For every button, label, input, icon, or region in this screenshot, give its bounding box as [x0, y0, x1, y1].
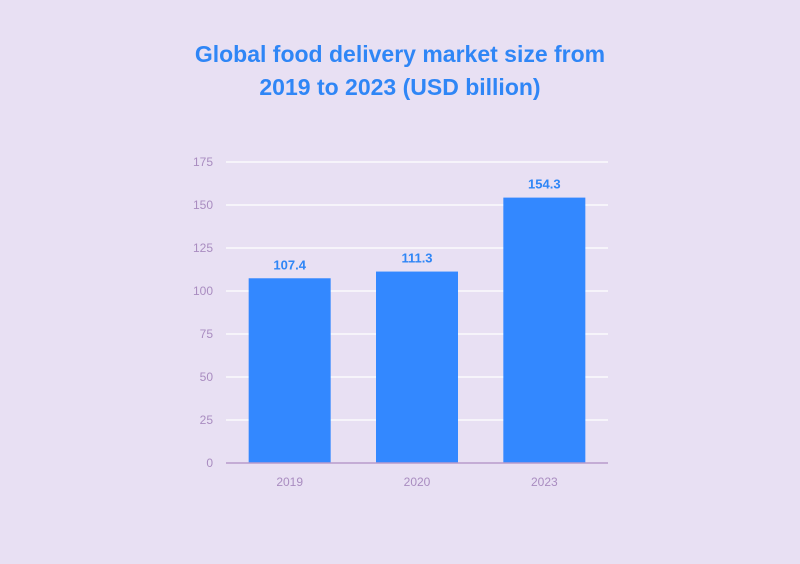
- y-tick-label: 125: [193, 241, 213, 255]
- value-label: 107.4: [273, 257, 306, 272]
- bar: [248, 278, 331, 463]
- bars: [248, 197, 586, 463]
- y-tick-label: 0: [206, 456, 213, 470]
- y-tick-label: 50: [200, 370, 214, 384]
- y-tick-label: 25: [200, 413, 214, 427]
- x-axis-ticks: 2019 2020 2023: [276, 475, 558, 489]
- y-tick-label: 100: [193, 284, 213, 298]
- y-tick-label: 150: [193, 198, 213, 212]
- chart-title: Global food delivery market size from 20…: [0, 38, 800, 104]
- y-tick-label: 75: [200, 327, 214, 341]
- chart-title-line-1: Global food delivery market size from: [194, 41, 606, 67]
- y-axis-ticks: 0 25 50 75 100 125 150 175: [193, 155, 213, 470]
- bar: [376, 271, 458, 463]
- value-label: 111.3: [401, 251, 432, 266]
- x-tick-label: 2023: [531, 475, 558, 489]
- chart-title-line-2: 2019 to 2023 (USD billion): [259, 74, 541, 100]
- x-tick-label: 2020: [404, 475, 431, 489]
- bar: [503, 197, 586, 463]
- x-tick-label: 2019: [276, 475, 303, 489]
- y-tick-label: 175: [193, 155, 213, 169]
- value-label: 154.3: [528, 177, 561, 192]
- value-labels: 107.4 111.3 154.3: [273, 177, 560, 273]
